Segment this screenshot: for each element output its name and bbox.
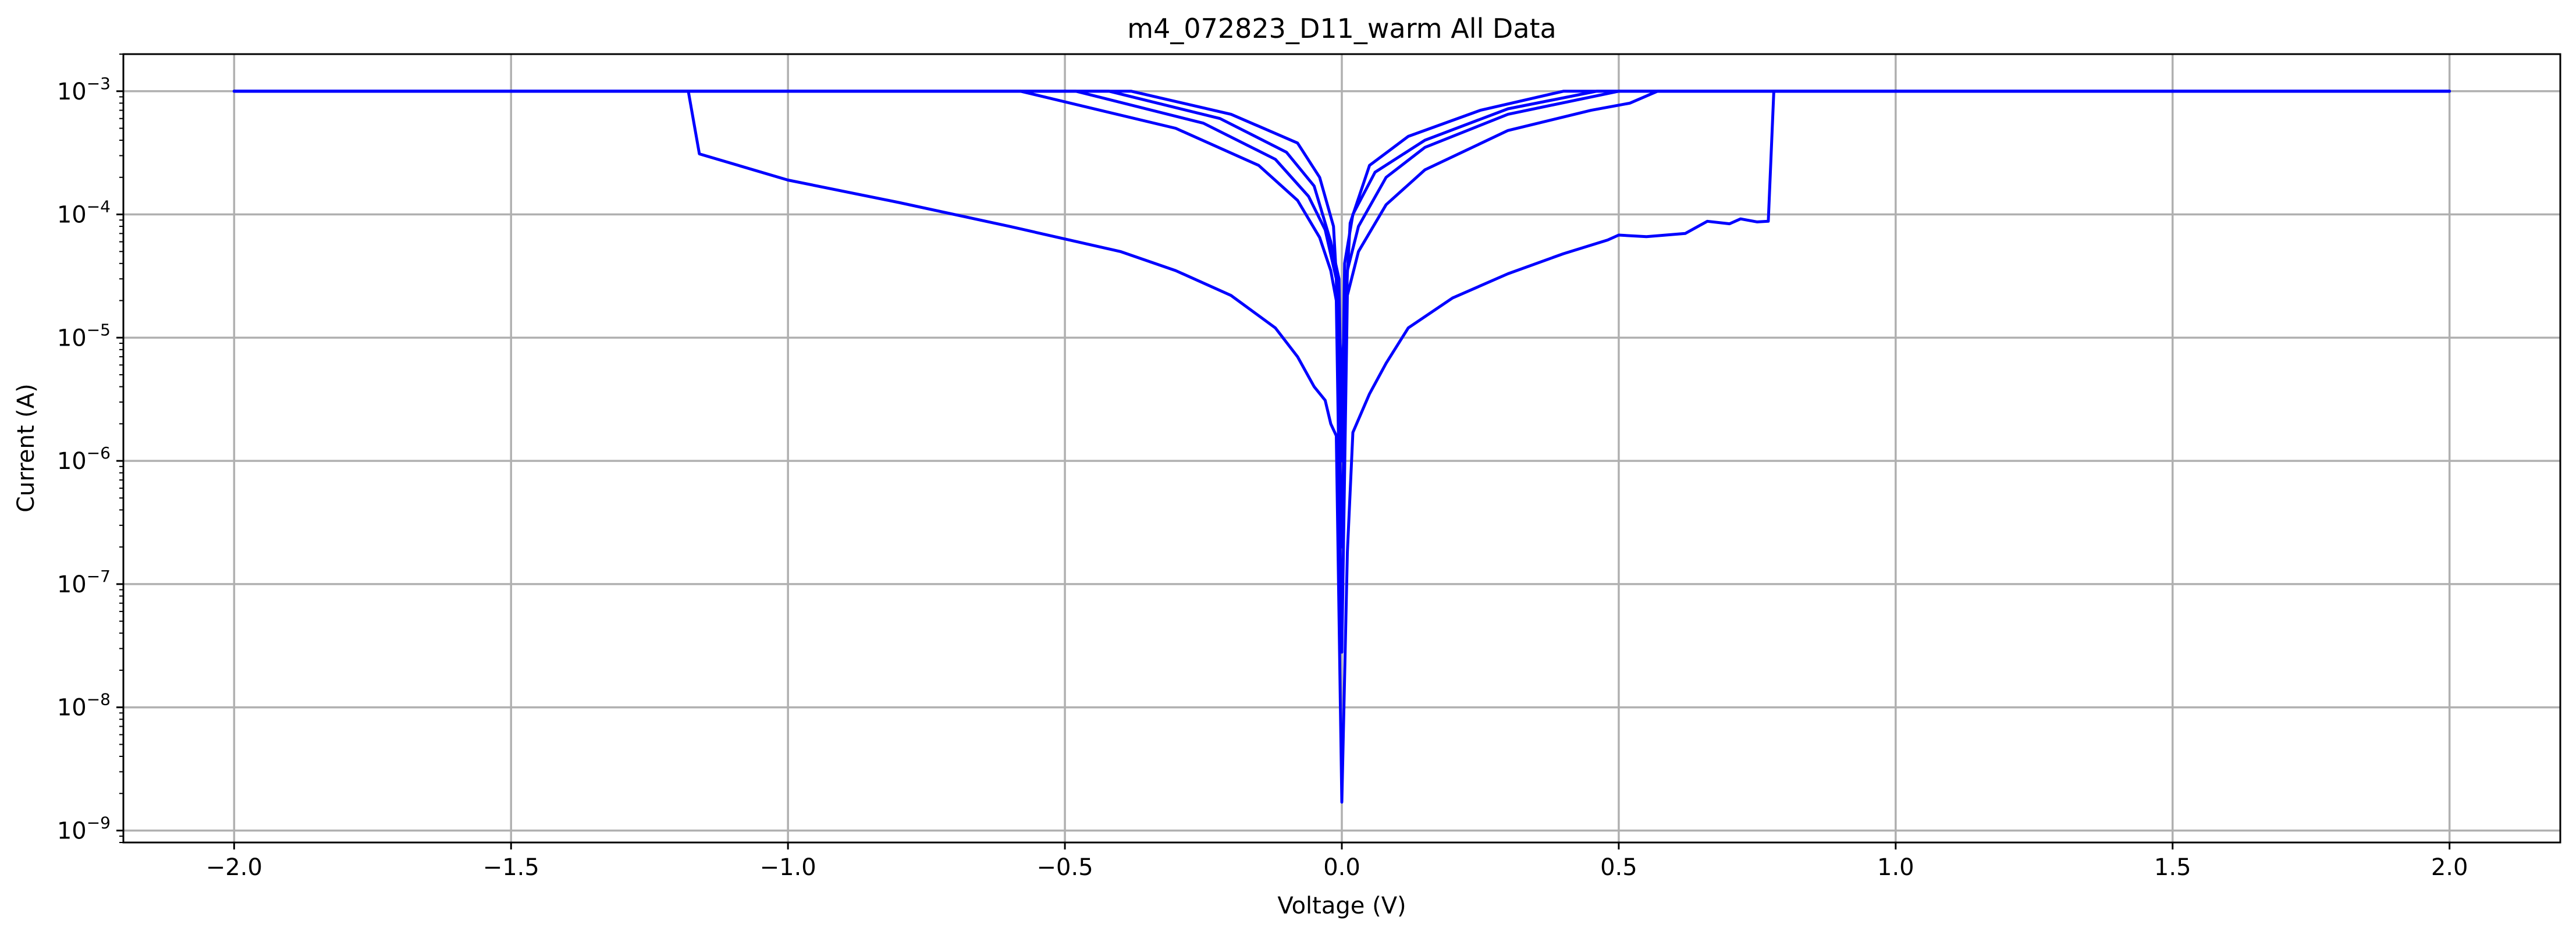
x-tick-label: −1.5 (483, 854, 539, 881)
y-tick-label: 10−4 (57, 197, 111, 229)
x-tick-label: 1.5 (2154, 854, 2191, 881)
series-line-4 (232, 90, 2451, 463)
chart-title: m4_072823_D11_warm All Data (1127, 13, 1556, 44)
series-layer (232, 90, 2451, 804)
series-line-5 (232, 90, 2451, 376)
x-tick-label: −1.0 (760, 854, 816, 881)
y-tick-label: 10−9 (57, 813, 111, 844)
x-axis-label: Voltage (V) (1277, 893, 1406, 919)
x-tick-label: 1.0 (1877, 854, 1914, 881)
y-tick-label: 10−6 (57, 443, 111, 475)
x-tick-label: 0.5 (1600, 854, 1637, 881)
series-line-1 (232, 90, 2451, 804)
axis-ticks: −2.0 −1.5 −1.0 −0.5 0.0 0.5 1.0 1.5 2.0 10−9 10−8 1… (57, 54, 2468, 881)
y-tick-label: 10−5 (57, 320, 111, 351)
x-tick-label: −0.5 (1037, 854, 1093, 881)
x-tick-label: 0.0 (1323, 854, 1360, 881)
y-tick-label: 10−7 (57, 567, 111, 598)
x-tick-label: −2.0 (206, 854, 262, 881)
y-tick-label: 10−3 (57, 74, 111, 105)
y-tick-label: 10−8 (57, 690, 111, 721)
x-tick-label: 2.0 (2431, 854, 2468, 881)
y-axis-label: Current (A) (13, 383, 40, 513)
series-line-3 (232, 90, 2451, 549)
